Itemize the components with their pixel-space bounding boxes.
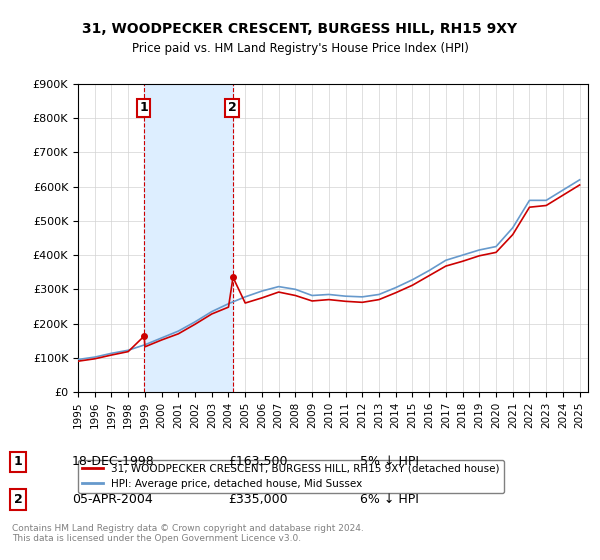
Legend: 31, WOODPECKER CRESCENT, BURGESS HILL, RH15 9XY (detached house), HPI: Average p: 31, WOODPECKER CRESCENT, BURGESS HILL, R… [78, 460, 504, 493]
Text: 31, WOODPECKER CRESCENT, BURGESS HILL, RH15 9XY: 31, WOODPECKER CRESCENT, BURGESS HILL, R… [82, 22, 518, 36]
Text: 1: 1 [14, 455, 22, 468]
Text: Contains HM Land Registry data © Crown copyright and database right 2024.
This d: Contains HM Land Registry data © Crown c… [12, 524, 364, 543]
Text: 1: 1 [139, 101, 148, 114]
Text: 2: 2 [14, 493, 22, 506]
Text: £163,500: £163,500 [228, 455, 287, 468]
Text: 05-APR-2004: 05-APR-2004 [72, 493, 153, 506]
Text: 2: 2 [228, 101, 237, 114]
Text: 18-DEC-1998: 18-DEC-1998 [72, 455, 155, 468]
Text: Price paid vs. HM Land Registry's House Price Index (HPI): Price paid vs. HM Land Registry's House … [131, 42, 469, 55]
Text: £335,000: £335,000 [228, 493, 287, 506]
Text: 5% ↓ HPI: 5% ↓ HPI [360, 455, 419, 468]
Text: 6% ↓ HPI: 6% ↓ HPI [360, 493, 419, 506]
Bar [144, 84, 233, 392]
